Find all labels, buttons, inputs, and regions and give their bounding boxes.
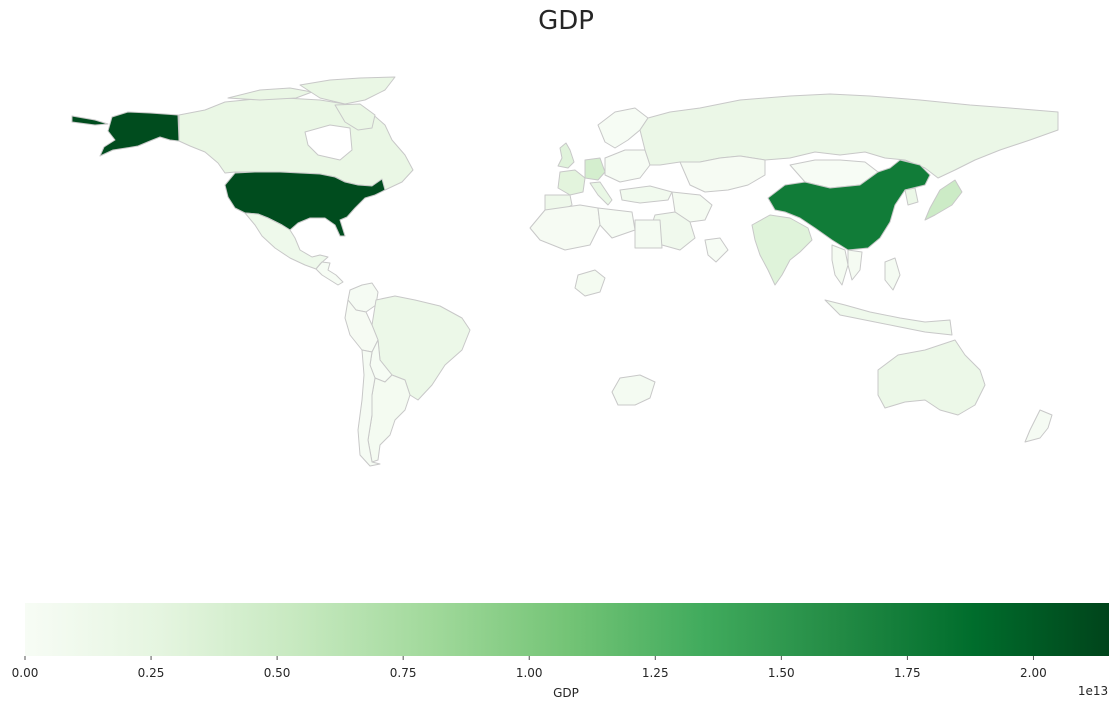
colorbar-tick-label: 0.50 bbox=[264, 666, 291, 680]
region-nigeria bbox=[574, 269, 606, 297]
colorbar-tick-label: 1.50 bbox=[768, 666, 795, 680]
colorbar-tick-label: 0.00 bbox=[12, 666, 39, 680]
region-turkey bbox=[619, 185, 673, 204]
region-australia bbox=[877, 339, 986, 416]
colorbar-tick-label: 2.00 bbox=[1020, 666, 1047, 680]
region-central-america bbox=[315, 261, 344, 286]
region-indonesia bbox=[824, 299, 953, 336]
region-korea bbox=[904, 187, 919, 206]
region-alaska bbox=[99, 111, 180, 157]
region-mexico bbox=[244, 212, 329, 270]
colorbar-tick-label: 0.75 bbox=[390, 666, 417, 680]
colorbar-gradient bbox=[25, 603, 1109, 656]
region-new-zealand bbox=[1024, 409, 1053, 443]
region-france bbox=[557, 169, 586, 196]
region-uk bbox=[557, 142, 575, 169]
region-egypt bbox=[634, 219, 663, 249]
region-aleutians bbox=[71, 115, 109, 126]
colorbar-label: GDP bbox=[553, 686, 579, 700]
region-vietnam bbox=[847, 249, 863, 281]
region-madagascar bbox=[704, 237, 729, 263]
region-philippines bbox=[884, 257, 901, 291]
region-canada-islands-3 bbox=[334, 103, 376, 131]
colorbar-tick-label: 1.75 bbox=[894, 666, 921, 680]
region-eastern-europe bbox=[604, 149, 651, 183]
region-chile bbox=[357, 349, 381, 467]
region-thailand bbox=[831, 244, 849, 286]
colorbar-tick-label: 0.25 bbox=[138, 666, 165, 680]
region-kazakhstan bbox=[679, 155, 766, 193]
region-india bbox=[751, 214, 813, 286]
colorbar-tick-label: 1.25 bbox=[642, 666, 669, 680]
region-japan bbox=[924, 179, 963, 221]
world-map bbox=[71, 76, 1059, 467]
region-canada-islands-2 bbox=[299, 76, 396, 105]
region-south-africa bbox=[611, 374, 656, 406]
region-libya bbox=[597, 207, 636, 239]
colorbar-tick-label: 1.00 bbox=[516, 666, 543, 680]
region-algeria bbox=[529, 204, 601, 251]
map-title: GDP bbox=[538, 6, 594, 36]
region-germany bbox=[584, 157, 606, 181]
region-italy bbox=[589, 181, 613, 206]
colorbar-exponent: 1e13 bbox=[1078, 684, 1108, 698]
region-greenland bbox=[304, 124, 353, 161]
